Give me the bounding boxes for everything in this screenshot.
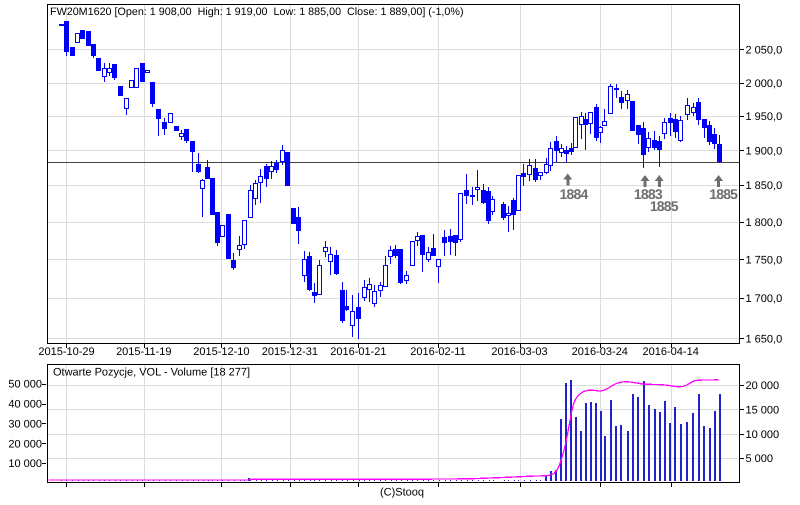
svg-text:2015-12-31: 2015-12-31	[262, 346, 318, 358]
svg-text:1884: 1884	[560, 186, 589, 202]
svg-text:1885: 1885	[709, 186, 738, 202]
svg-text:1 950,0: 1 950,0	[746, 111, 783, 123]
svg-text:1 650,0: 1 650,0	[746, 333, 783, 345]
svg-text:1 700,0: 1 700,0	[746, 293, 783, 305]
svg-text:50 000: 50 000	[8, 379, 42, 391]
svg-text:2 050,0: 2 050,0	[746, 44, 783, 56]
svg-text:1 750,0: 1 750,0	[746, 254, 783, 266]
svg-text:15 000: 15 000	[746, 404, 780, 416]
svg-text:FW20M1620 [Open: 1 908,00 Hig: FW20M1620 [Open: 1 908,00 High: 1 919,00…	[50, 6, 464, 18]
svg-text:1 850,0: 1 850,0	[746, 180, 783, 192]
svg-text:5 000: 5 000	[746, 453, 774, 465]
svg-text:2016-04-14: 2016-04-14	[643, 346, 699, 358]
svg-text:2016-02-11: 2016-02-11	[410, 346, 465, 358]
svg-text:(C)Stooq: (C)Stooq	[380, 487, 424, 499]
svg-text:2015-11-19: 2015-11-19	[116, 346, 171, 358]
svg-text:10 000: 10 000	[746, 429, 780, 441]
svg-text:2015-12-10: 2015-12-10	[193, 346, 249, 358]
svg-text:2016-01-21: 2016-01-21	[330, 346, 386, 358]
svg-text:1885: 1885	[650, 198, 679, 214]
svg-text:1 800,0: 1 800,0	[746, 217, 783, 229]
svg-text:10 000: 10 000	[8, 458, 42, 470]
svg-text:30 000: 30 000	[8, 418, 42, 430]
svg-text:2016-03-24: 2016-03-24	[572, 346, 628, 358]
svg-text:1883: 1883	[634, 186, 663, 202]
svg-text:40 000: 40 000	[8, 399, 42, 411]
svg-text:Otwarte Pozycje, VOL - Volume: Otwarte Pozycje, VOL - Volume [18 277]	[53, 367, 250, 379]
svg-text:2016-03-03: 2016-03-03	[491, 346, 547, 358]
svg-text:20 000: 20 000	[8, 438, 42, 450]
svg-text:1 900,0: 1 900,0	[746, 145, 783, 157]
svg-text:20 000: 20 000	[746, 380, 780, 392]
svg-text:2015-10-29: 2015-10-29	[38, 346, 94, 358]
svg-text:2 000,0: 2 000,0	[746, 78, 783, 90]
